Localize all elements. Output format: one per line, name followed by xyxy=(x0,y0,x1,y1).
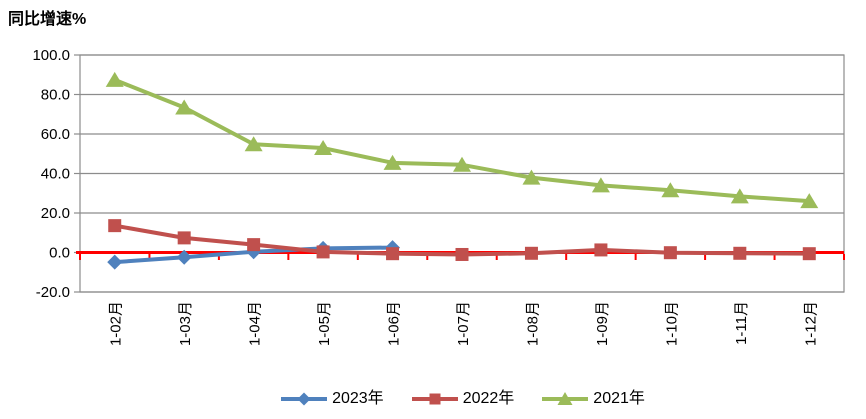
square-marker xyxy=(455,247,469,261)
diamond-icon xyxy=(297,392,311,406)
x-tick-label: 1-07月 xyxy=(455,301,472,346)
x-tick-label: 1-08月 xyxy=(524,301,541,346)
x-tick-label: 1-06月 xyxy=(386,301,403,346)
chart-title: 同比增速% xyxy=(8,11,87,28)
triangle-marker xyxy=(591,177,610,193)
x-tick-label: 1-11月 xyxy=(733,301,750,345)
square-marker xyxy=(108,219,122,233)
square-marker xyxy=(663,246,677,260)
x-tick-label: 1-12月 xyxy=(802,301,819,346)
y-axis-labels: 100.0 80.0 60.0 40.0 20.0 0.0 -20.0 xyxy=(32,47,70,301)
triangle-marker xyxy=(453,156,471,172)
legend-item-2022: 2022年 xyxy=(410,390,515,408)
triangle-marker xyxy=(383,154,402,170)
triangle-marker xyxy=(105,71,124,87)
x-tick-label: 1-04月 xyxy=(247,301,264,346)
legend-label-2023: 2023年 xyxy=(332,390,384,407)
series-2021年 xyxy=(105,71,819,209)
square-marker xyxy=(247,238,261,252)
triangle-marker xyxy=(244,136,263,152)
square-marker xyxy=(802,247,816,261)
legend-label-2021: 2021年 xyxy=(593,390,645,407)
y-tick-label: 40.0 xyxy=(41,166,70,183)
triangle-icon xyxy=(557,392,573,405)
square-icon xyxy=(429,393,441,405)
square-marker xyxy=(524,246,538,260)
legend-item-2023: 2023年 xyxy=(279,390,384,408)
legend-marker-2021-triangle-icon xyxy=(540,390,590,408)
square-marker xyxy=(316,245,330,259)
y-tick-label: 60.0 xyxy=(41,126,70,143)
legend-marker-2023-diamond-icon xyxy=(279,390,329,408)
y-tick-label: 80.0 xyxy=(41,87,70,104)
x-tick-label: 1-10月 xyxy=(663,301,680,346)
series-2022年 xyxy=(108,219,816,261)
chart-legend: 2023年 2022年 2021年 xyxy=(80,384,844,414)
y-tick-label: 0.0 xyxy=(49,245,70,262)
y-tick-label: -20.0 xyxy=(36,284,70,301)
square-marker xyxy=(177,231,191,245)
x-tick-label: 1-03月 xyxy=(177,301,194,346)
triangle-marker xyxy=(314,140,333,156)
x-axis-labels: 1-02月 1-03月 1-04月 1-05月 1-06月 1-07月 1-08月 1-09月… xyxy=(108,301,820,346)
triangle-marker xyxy=(800,193,819,209)
triangle-marker xyxy=(175,99,194,115)
series-line-2021年 xyxy=(112,77,812,204)
legend-label-2022: 2022年 xyxy=(462,390,515,407)
y-tick-label: 20.0 xyxy=(41,205,70,222)
diamond-marker xyxy=(176,249,192,265)
line-chart-plot: 100.080.060.040.020.00.0-20.01-02月 1-03月 1… xyxy=(32,47,845,346)
legend-marker-2022-square-icon xyxy=(410,390,460,408)
triangle-marker xyxy=(522,169,541,185)
triangle-marker xyxy=(730,188,749,204)
y-tick-label: 100.0 xyxy=(32,47,70,64)
x-tick-label: 1-02月 xyxy=(108,301,125,346)
square-marker xyxy=(386,247,400,261)
square-marker xyxy=(594,243,608,257)
square-marker xyxy=(733,246,747,260)
diamond-marker xyxy=(107,254,123,270)
x-tick-label: 1-09月 xyxy=(594,301,611,346)
legend-item-2021: 2021年 xyxy=(540,390,645,408)
triangle-marker xyxy=(661,182,680,198)
x-tick-label: 1-05月 xyxy=(316,301,333,346)
plot-border xyxy=(79,54,845,293)
